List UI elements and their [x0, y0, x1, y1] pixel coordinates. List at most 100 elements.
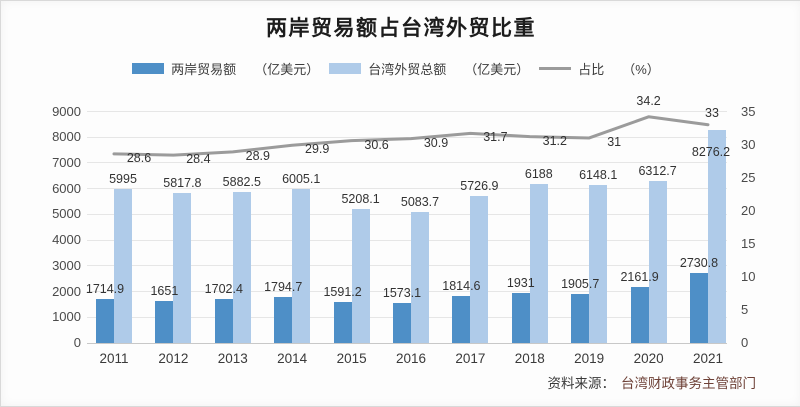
gridline	[87, 342, 727, 344]
x-axis-year-label: 2014	[277, 351, 308, 366]
x-axis-year-label: 2013	[217, 351, 248, 366]
bar-value-label-cross-strait: 1794.7	[264, 279, 303, 294]
bar-value-label-cross-strait: 2730.8	[679, 255, 719, 270]
x-axis-year-label: 2019	[574, 351, 605, 366]
bar-value-label-cross-strait: 1651	[150, 283, 179, 298]
left-axis-tick: 5000	[52, 206, 81, 222]
bar-value-label-taiwan-total: 5882.5	[222, 174, 261, 189]
gridline	[87, 239, 727, 241]
left-axis-tick: 0	[73, 335, 81, 350]
line-value-label: 33	[705, 105, 719, 120]
chart-title: 两岸贸易额占台湾外贸比重	[266, 16, 536, 40]
bar-cross-strait-trade	[511, 293, 530, 343]
bar-taiwan-total-trade	[708, 130, 726, 343]
x-axis-year-label: 2020	[633, 351, 664, 366]
source-note: 资料来源： 台湾财政事务主管部门	[548, 372, 757, 392]
line-value-label: 31.2	[542, 133, 567, 148]
bar-taiwan-total-trade	[411, 212, 429, 343]
right-axis-tick: 25	[741, 169, 756, 185]
right-axis-tick: 0	[741, 335, 749, 350]
gridline	[87, 213, 727, 215]
right-axis-tick: 30	[741, 136, 756, 152]
gridline	[87, 188, 727, 190]
line-value-label: 31.7	[483, 130, 508, 145]
legend-label: 台湾外贸总额	[368, 62, 447, 77]
bar-value-label-cross-strait: 2161.9	[620, 270, 659, 285]
bar-value-label-cross-strait: 1905.7	[561, 276, 600, 291]
legend: 两岸贸易额 （亿美元） 台湾外贸总额 （亿美元） 占比 （%）	[1, 59, 800, 78]
line-value-label: 30.6	[364, 137, 389, 152]
bar-cross-strait-trade	[214, 299, 233, 343]
source-organization: 台湾财政事务主管部门	[621, 376, 756, 391]
bar-value-label-taiwan-total: 6312.7	[638, 163, 677, 178]
bar-taiwan-total-trade	[114, 188, 132, 343]
legend-swatch-dark-blue-icon	[132, 63, 165, 74]
line-value-label: 29.9	[305, 142, 330, 157]
gridline	[87, 162, 727, 164]
legend-unit: （亿美元）	[464, 62, 530, 77]
left-axis-tick: 2000	[52, 283, 81, 299]
x-axis-year-label: 2017	[455, 351, 486, 366]
line-value-label: 31	[607, 134, 622, 149]
bar-cross-strait-trade	[630, 287, 649, 343]
x-axis-year-label: 2011	[99, 351, 129, 366]
bar-cross-strait-trade	[274, 296, 293, 343]
bar-cross-strait-trade	[155, 300, 174, 343]
bar-taiwan-total-trade	[173, 193, 192, 343]
left-axis-tick: 4000	[52, 232, 81, 248]
bar-value-label-taiwan-total: 8276.2	[691, 145, 731, 160]
right-axis-tick: 35	[741, 103, 756, 119]
line-value-label: 28.9	[245, 148, 270, 163]
bar-value-label-taiwan-total: 5995	[109, 171, 137, 186]
bar-value-label-cross-strait: 1714.9	[85, 281, 125, 296]
bar-cross-strait-trade	[96, 298, 114, 343]
bar-taiwan-total-trade	[648, 180, 667, 343]
bar-taiwan-total-trade	[292, 188, 311, 343]
right-axis-tick: 20	[741, 202, 756, 218]
left-axis-tick: 6000	[52, 180, 81, 196]
x-axis-year-label: 2015	[336, 351, 367, 366]
bar-value-label-taiwan-total: 5208.1	[341, 192, 380, 207]
bar-value-label-cross-strait: 1702.4	[204, 282, 243, 297]
x-axis-year-label: 2018	[514, 351, 545, 366]
line-value-label: 28.6	[126, 150, 152, 165]
right-axis-tick: 15	[741, 235, 756, 251]
bar-value-label-cross-strait: 1591.2	[323, 285, 362, 300]
left-axis-tick: 1000	[52, 309, 81, 325]
bar-cross-strait-trade	[452, 296, 471, 343]
gridline	[87, 111, 727, 112]
bar-cross-strait-trade	[690, 272, 708, 343]
bar-cross-strait-trade	[393, 302, 411, 343]
bar-value-label-cross-strait: 1573.1	[382, 285, 422, 300]
bar-value-label-cross-strait: 1931	[506, 276, 535, 291]
x-axis-year-label: 2012	[158, 351, 189, 366]
legend-label: 两岸贸易额	[171, 62, 237, 77]
bar-value-label-taiwan-total: 5817.8	[163, 176, 202, 191]
legend-unit: （亿美元）	[254, 62, 320, 77]
line-value-label: 34.2	[636, 93, 661, 108]
bar-taiwan-total-trade	[351, 209, 370, 343]
bar-value-label-taiwan-total: 5083.7	[400, 195, 440, 210]
legend-unit: （%）	[622, 62, 660, 77]
bar-value-label-taiwan-total: 5726.9	[460, 178, 499, 193]
right-axis-tick: 10	[741, 268, 756, 284]
bar-cross-strait-trade	[571, 293, 590, 343]
bar-taiwan-total-trade	[529, 183, 548, 343]
bar-taiwan-total-trade	[470, 195, 489, 343]
x-axis-year-label: 2021	[692, 351, 724, 366]
legend-item-taiwan-total-trade: 台湾外贸总额 （亿美元）	[329, 59, 539, 78]
source-prefix: 资料来源：	[547, 376, 616, 391]
bar-cross-strait-trade	[333, 302, 352, 343]
bar-value-label-taiwan-total: 6188	[524, 166, 553, 181]
x-axis-year-label: 2016	[395, 351, 427, 366]
bar-taiwan-total-trade	[589, 184, 608, 343]
bar-value-label-taiwan-total: 6148.1	[579, 167, 618, 182]
left-axis-tick: 7000	[52, 154, 81, 170]
left-axis-tick: 8000	[52, 129, 81, 145]
left-axis-tick: 3000	[52, 257, 81, 273]
legend-swatch-light-blue-icon	[329, 63, 362, 74]
gridline	[87, 291, 727, 293]
line-value-label: 30.9	[423, 135, 449, 150]
